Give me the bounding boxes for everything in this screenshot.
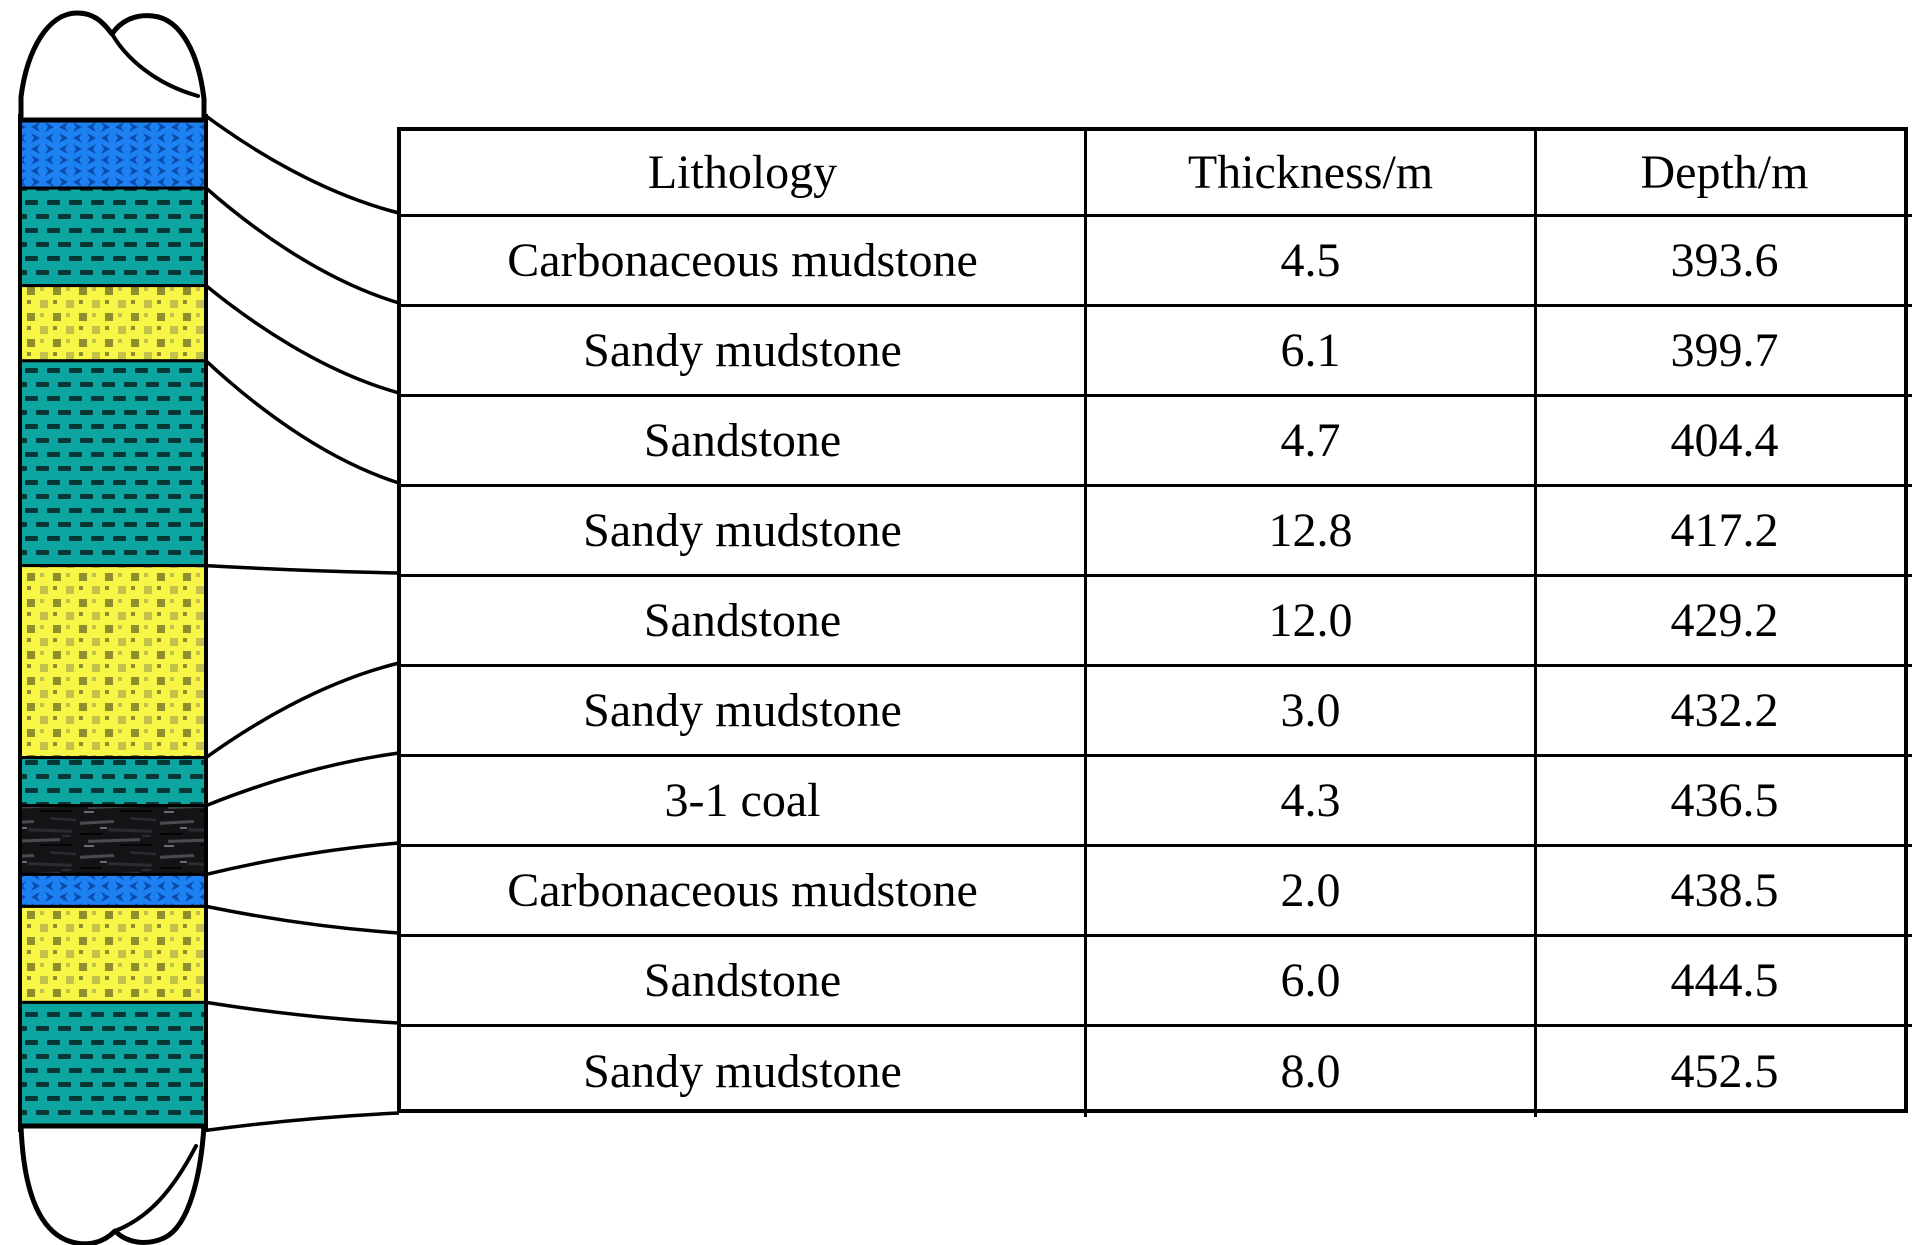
leader-line [205, 563, 400, 575]
cell-lithology: Carbonaceous mudstone [401, 217, 1087, 307]
cell-depth: 452.5 [1670, 1045, 1779, 1098]
cell-thickness: 6.1 [1087, 307, 1537, 397]
leader-line [204, 186, 400, 305]
layer-sandy-mudstone [18, 756, 208, 808]
leader-line [204, 114, 400, 215]
leader-line [205, 1000, 400, 1025]
cell-depth: 438.5 [1537, 847, 1912, 937]
layer-sandstone [18, 284, 208, 363]
leader-line [204, 661, 400, 760]
cell-lithology: Carbonaceous mudstone [401, 847, 1087, 937]
lithology-table: Lithology Thickness/m Depth/m Carbonaceous … [397, 127, 1912, 1117]
cell-thickness: 3.0 [1087, 667, 1537, 757]
leader-line [205, 1111, 400, 1133]
leader-line [204, 284, 400, 395]
layer-carbonaceous-mudstone [18, 114, 208, 190]
cell-depth: 417.2 [1537, 487, 1912, 577]
header-thickness-m: Thickness/m [1087, 131, 1537, 217]
cell-lithology: Sandy mudstone [401, 487, 1087, 577]
layer-sandy-mudstone [18, 186, 208, 288]
layer-sandy-mudstone [18, 359, 208, 568]
column-bottom-cap [18, 1123, 207, 1245]
cell-thickness: 12.0 [1087, 577, 1537, 667]
cell-lithology: Sandstone [401, 937, 1087, 1027]
cell-depth: 432.2 [1537, 667, 1912, 757]
cell-lithology: Sandstone [401, 577, 1087, 667]
cell-depth: 429.2 [1537, 577, 1912, 667]
cell-thickness: 4.7 [1087, 397, 1537, 487]
cell-depth: 393.6 [1537, 217, 1912, 307]
column-top-cap [18, 10, 207, 123]
leader-line [205, 751, 400, 808]
cell-lithology: Sandy mudstone [401, 1027, 1087, 1117]
cell-depth: 399.7 [1537, 307, 1912, 397]
leader-lines [204, 114, 400, 1133]
cell-lithology: Sandy mudstone [401, 307, 1087, 397]
layer-carbonaceous-mudstone [18, 872, 208, 908]
cell-thickness: 6.0 [1087, 937, 1537, 1027]
leader-line [205, 904, 400, 935]
cell-thickness: 2.0 [1087, 847, 1537, 937]
cell-lithology: Sandy mudstone [401, 667, 1087, 757]
layer-sandstone [18, 564, 208, 760]
header-depth-m: Depth/m [1537, 131, 1912, 217]
lithology-column [18, 114, 208, 1132]
cell-lithology: 3-1 coal [401, 757, 1087, 847]
cell-depth: 404.4 [1537, 397, 1912, 487]
cell-thickness: 8.0 [1087, 1027, 1537, 1117]
cell-thickness: 12.8 [1087, 487, 1537, 577]
layer-3-1-coal [18, 804, 208, 876]
leader-line [204, 359, 400, 485]
leader-line [205, 841, 400, 877]
cell-depth: 444.5 [1537, 937, 1912, 1027]
layer-sandstone [18, 904, 208, 1004]
cell-thickness: 4.3 [1087, 757, 1537, 847]
layer-sandy-mudstone [18, 1000, 208, 1132]
header-lithology: Lithology [401, 131, 1087, 217]
cell-lithology: Sandstone [401, 397, 1087, 487]
cell-thickness: 4.5 [1087, 217, 1537, 307]
cell-depth: 436.5 [1537, 757, 1912, 847]
